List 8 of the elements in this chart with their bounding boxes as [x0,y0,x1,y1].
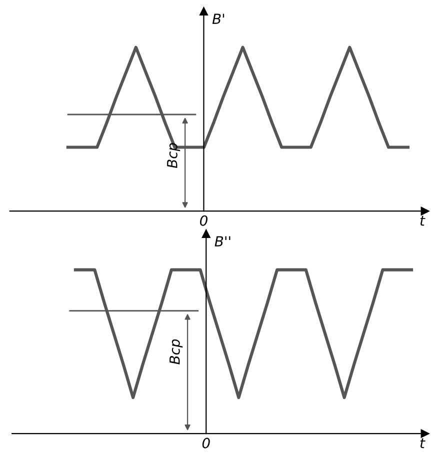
ref-line-label: Bср [170,339,183,364]
ref-line-label: Bср [167,143,180,168]
text: 0 [202,438,210,448]
y-axis-title: B' [212,14,224,24]
y-axis-title: B'' [214,236,230,246]
text: 0 [200,215,208,226]
x-axis-title: t [420,438,426,448]
x-axis-title: t [420,216,426,226]
